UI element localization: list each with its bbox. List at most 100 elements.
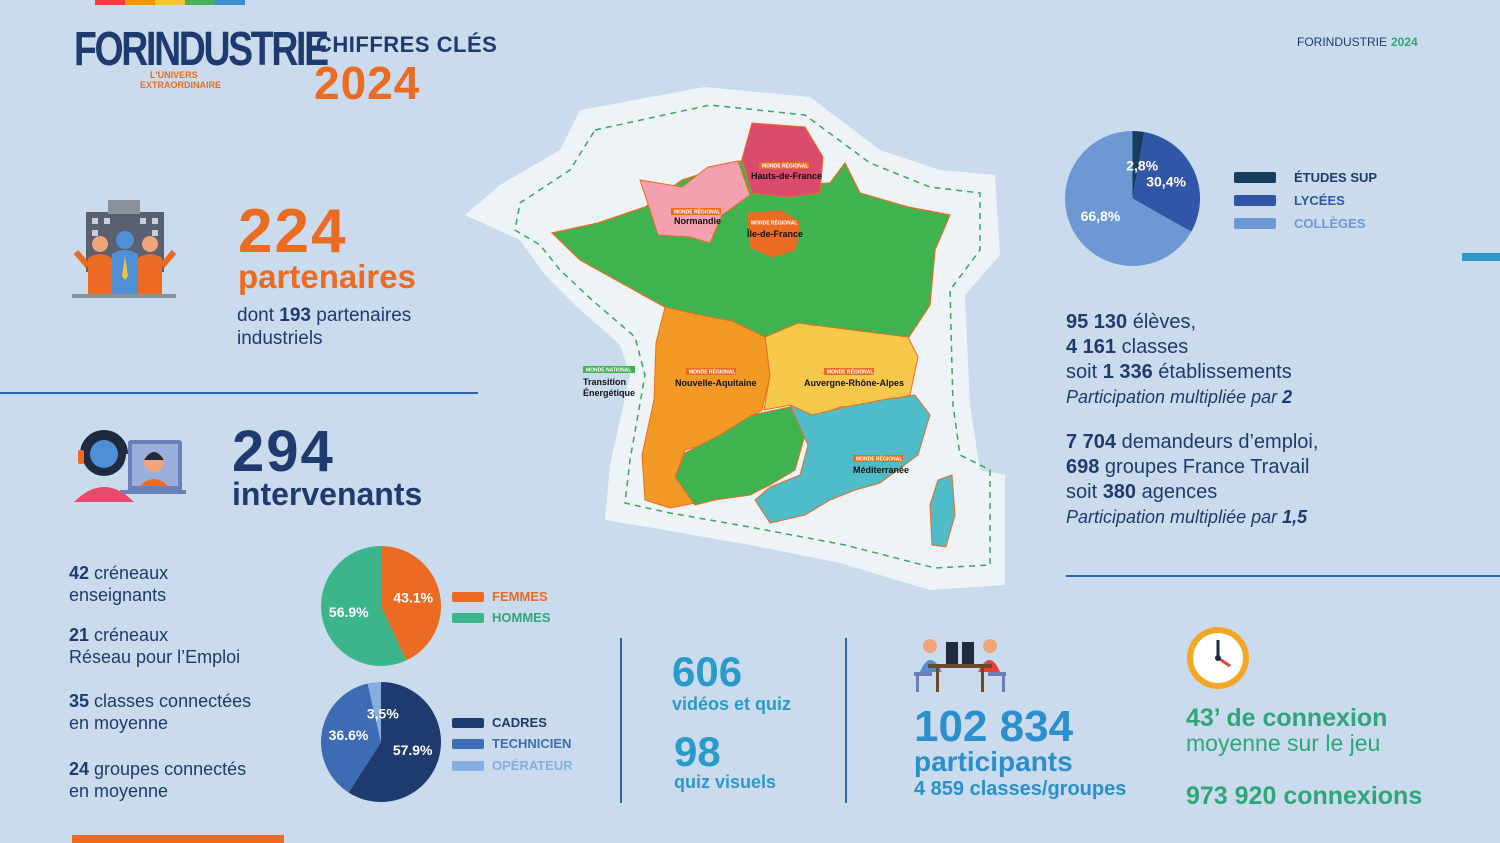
stat-num: 24 [69, 759, 90, 779]
students-participation-num: 2 [1282, 387, 1293, 407]
stat-line2: en moyenne [69, 781, 169, 801]
students-text: élèves, [1127, 311, 1197, 333]
classes-num: 4 161 [1066, 336, 1117, 358]
participants-count: 102 834 [914, 702, 1074, 751]
jobseekers-num: 7 704 [1066, 431, 1117, 453]
school-pie-chart: 2,8%30,4% 66,8% [1065, 131, 1200, 266]
map-region-normandie [639, 160, 751, 244]
legend-swatch [452, 591, 484, 602]
stat-text: classes connectées [89, 691, 252, 711]
jobseekers-block: 7 704 demandeurs d’emploi, 698 groupes F… [1066, 430, 1318, 530]
legend-label: COLLÈGES [1294, 216, 1366, 231]
schools-num: 1 336 [1102, 361, 1153, 383]
legend-swatch [1234, 195, 1276, 206]
map-region-nouvelle-aquitaine [641, 306, 771, 509]
legend-label: ÉTUDES SUP [1294, 170, 1378, 185]
badge-bg [748, 219, 798, 226]
badge-auvergne-rhone-alpes: MONDE RÉGIONAL Auvergne-Rhône-Alpes [804, 368, 904, 389]
badge-normandie: MONDE RÉGIONAL Normandie [671, 208, 721, 226]
map-region-hauts-de-france [741, 122, 824, 198]
gender-pie-chart: 43.1% 56.9% [321, 546, 442, 666]
badge-bg [671, 208, 721, 215]
badge-nouvelle-aquitaine: MONDE RÉGIONAL Nouvelle-Aquitaine [675, 368, 757, 389]
region-label-nouvelle-aquitaine: Nouvelle-Aquitaine [675, 378, 757, 388]
groups-num: 698 [1066, 456, 1100, 478]
legend-label: FEMMES [492, 589, 548, 604]
divider-left [0, 392, 478, 394]
region-label-normandie: Normandie [674, 216, 721, 226]
partners-sub-line2: industriels [237, 328, 323, 349]
stat-num: 42 [69, 563, 90, 583]
participants-sub: 4 859 classes/groupes [914, 778, 1127, 800]
pie-slice-coll-ges [1065, 131, 1192, 266]
national-label-line1: Transition [583, 377, 626, 387]
logo-tagline-line1: L'UNIVERS [150, 70, 198, 80]
role-legend-technicien: TECHNICIEN [452, 736, 571, 751]
school-legend-colleges: COLLÈGES [1234, 216, 1366, 231]
quiz-count: 98 [674, 728, 721, 775]
stat-num: 35 [69, 691, 90, 711]
badge-text: MONDE RÉGIONAL [751, 219, 797, 227]
pie-slice-op-rateur [367, 682, 381, 742]
legend-label: LYCÉES [1294, 193, 1345, 208]
badge-text: MONDE NATIONAL [586, 368, 631, 374]
gender-pie-label-0: 43.1% [393, 590, 433, 606]
agencies-text: agences [1136, 481, 1218, 503]
region-label-mediterranee: Méditerranée [853, 465, 909, 475]
legend-swatch [452, 738, 484, 749]
schools-text: établissements [1152, 361, 1292, 383]
map-region-mediterranee [754, 394, 931, 524]
top-right-name: FORINDUSTRIE [1297, 35, 1387, 49]
divider-vertical-2 [845, 638, 847, 803]
speakers-count: 294 [232, 419, 335, 484]
stat-text: créneaux [89, 563, 169, 583]
map-region-occitanie-green [674, 406, 806, 506]
partners-count: 224 [238, 197, 348, 266]
badge-text: MONDE RÉGIONAL [827, 368, 873, 376]
badge-bg [824, 368, 874, 375]
school-pie-label-0: 2,8% [1126, 158, 1158, 174]
classes-text: classes [1116, 336, 1189, 358]
map-dashed-border [514, 104, 991, 569]
badge-ile-de-france: MONDE RÉGIONAL Île-de-France [746, 219, 803, 240]
gender-pie-label-1: 56.9% [329, 604, 369, 620]
students-num: 95 130 [1066, 311, 1128, 333]
orange-accent-bar [72, 835, 284, 843]
region-label-auvergne-rhone-alpes: Auvergne-Rhône-Alpes [804, 378, 904, 388]
students-participation-text: Participation multipliée par [1066, 387, 1283, 407]
stat-line2: en moyenne [69, 713, 169, 733]
stat-connected-classes: 35 classes connectées en moyenne [69, 690, 251, 734]
jobseekers-participation-text: Participation multipliée par [1066, 507, 1283, 527]
partners-sub-prefix: dont [237, 305, 280, 326]
badge-bg [686, 368, 736, 375]
region-label-hauts-de-france: Hauts-de-France [751, 171, 822, 181]
quiz-label: quiz visuels [674, 772, 777, 792]
teal-accent-bar [1462, 253, 1500, 261]
stat-text: groupes connectés [89, 759, 247, 779]
top-right-year: 2024 [1391, 35, 1418, 49]
header-title: CHIFFRES CLÉS [316, 32, 498, 57]
students-block: 95 130 élèves, 4 161 classes soit 1 336 … [1066, 310, 1292, 410]
role-pie-label-2: 3,5% [367, 706, 399, 722]
stat-num: 21 [69, 625, 90, 645]
legend-label: HOMMES [492, 610, 551, 625]
stat-line2: enseignants [69, 585, 167, 605]
logo: FORINDUSTRIE [74, 23, 329, 76]
badge-hauts-de-france: MONDE RÉGIONAL Hauts-de-France [751, 162, 822, 182]
school-pie-label-1: 30,4% [1146, 173, 1186, 189]
rainbow-strip [95, 0, 245, 5]
partners-label: partenaires [238, 258, 416, 295]
speakers-label: intervenants [232, 476, 423, 512]
header-year: 2024 [314, 57, 421, 109]
stat-line2: Réseau pour l’Emploi [69, 647, 241, 667]
france-map: MONDE RÉGIONAL Hauts-de-France MONDE RÉG… [465, 87, 1005, 590]
videos-label: vidéos et quiz [672, 694, 792, 714]
connection-time-sub: moyenne sur le jeu [1186, 730, 1381, 756]
partners-sub-suffix: partenaires [310, 305, 412, 326]
partners-sub: dont 193 partenaires industriels [237, 304, 411, 350]
badge-mediterranee: MONDE RÉGIONAL Méditerranée [853, 455, 909, 475]
badge-text: MONDE RÉGIONAL [856, 455, 902, 463]
map-region-corse [929, 474, 956, 548]
legend-swatch [1234, 172, 1276, 183]
badge-national: MONDE NATIONAL Transition Énergétique [583, 366, 635, 398]
